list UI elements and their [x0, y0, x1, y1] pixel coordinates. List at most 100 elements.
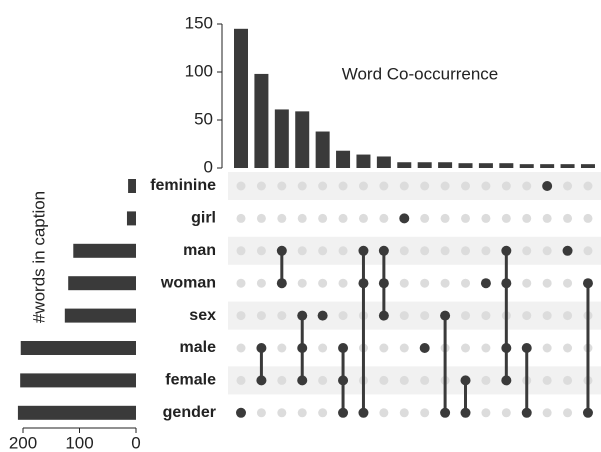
member-dot — [582, 407, 593, 418]
inactive-dot — [399, 375, 409, 385]
inactive-dot — [236, 213, 246, 223]
inactive-dot — [318, 213, 328, 223]
inactive-dot — [501, 213, 511, 223]
member-dot — [460, 375, 471, 386]
member-dot — [501, 375, 512, 386]
inactive-dot — [399, 181, 409, 191]
member-dot — [256, 343, 267, 353]
inactive-dot — [563, 181, 573, 191]
member-dot — [276, 278, 287, 289]
inactive-dot — [522, 181, 532, 191]
inactive-dot — [256, 246, 266, 256]
inactive-dot — [256, 408, 266, 418]
set-bar — [20, 373, 136, 388]
member-dot — [297, 310, 308, 321]
inactive-dot — [297, 278, 307, 288]
inactive-dot — [481, 408, 491, 418]
inactive-dot — [563, 278, 573, 288]
inactive-dot — [563, 343, 573, 353]
member-dot — [378, 245, 389, 256]
x-tick-label: 200 — [9, 433, 37, 452]
intersection-bar — [234, 28, 248, 168]
intersection-bar — [295, 111, 310, 168]
inactive-dot — [379, 213, 389, 223]
member-dot — [582, 278, 593, 289]
inactive-dot — [399, 278, 409, 288]
inactive-dot — [318, 343, 328, 353]
inactive-dot — [420, 213, 430, 223]
inactive-dot — [277, 343, 287, 353]
inactive-dot — [583, 181, 593, 191]
set-bar — [17, 405, 136, 420]
intersection-bar — [519, 164, 534, 168]
inactive-dot — [277, 181, 287, 191]
inactive-dot — [379, 181, 389, 191]
intersection-bar — [417, 162, 432, 168]
inactive-dot — [297, 181, 307, 191]
inactive-dot — [522, 278, 532, 288]
inactive-dot — [318, 246, 328, 256]
inactive-dot — [461, 311, 471, 321]
inactive-dot — [542, 278, 552, 288]
set-label: feminine — [150, 177, 216, 194]
inactive-dot — [338, 246, 348, 256]
member-dot — [378, 310, 389, 321]
inactive-dot — [563, 375, 573, 385]
inactive-dot — [583, 213, 593, 223]
member-dot — [317, 310, 328, 321]
inactive-dot — [420, 408, 430, 418]
inactive-dot — [399, 408, 409, 418]
inactive-dot — [440, 181, 450, 191]
y-tick-label: 0 — [204, 157, 213, 176]
inactive-dot — [461, 343, 471, 353]
inactive-dot — [440, 213, 450, 223]
x-tick-label: 0 — [131, 433, 140, 452]
intersection-bar — [478, 163, 493, 168]
set-bar — [126, 211, 136, 226]
inactive-dot — [440, 246, 450, 256]
inactive-dot — [420, 181, 430, 191]
inactive-dot — [461, 246, 471, 256]
inactive-dot — [236, 246, 246, 256]
member-dot — [399, 213, 410, 224]
inactive-dot — [358, 213, 368, 223]
inactive-dot — [481, 213, 491, 223]
intersection-bar — [438, 162, 453, 168]
inactive-dot — [277, 408, 287, 418]
inactive-dot — [277, 375, 287, 385]
inactive-dot — [583, 246, 593, 256]
inactive-dot — [318, 278, 328, 288]
set-axis-label: #words in caption — [29, 191, 48, 323]
y-tick-label: 50 — [194, 109, 213, 128]
inactive-dot — [318, 408, 328, 418]
intersection-bar — [560, 164, 575, 168]
intersection-bar — [376, 156, 391, 168]
inactive-dot — [277, 311, 287, 321]
inactive-dot — [236, 181, 246, 191]
inactive-dot — [461, 278, 471, 288]
y-tick-label: 100 — [185, 61, 213, 80]
member-dot — [276, 245, 287, 256]
member-dot — [440, 407, 451, 418]
member-dot — [460, 407, 471, 418]
member-dot — [440, 310, 451, 321]
inactive-dot — [563, 213, 573, 223]
inactive-dot — [481, 375, 491, 385]
set-label: female — [165, 372, 216, 389]
inactive-dot — [420, 246, 430, 256]
inactive-dot — [542, 311, 552, 321]
row-band — [228, 172, 601, 200]
member-dot — [480, 278, 491, 289]
set-label: man — [183, 242, 216, 259]
set-bar — [73, 243, 136, 258]
inactive-dot — [236, 375, 246, 385]
intersection-bar — [540, 164, 555, 168]
inactive-dot — [563, 408, 573, 418]
inactive-dot — [461, 181, 471, 191]
inactive-dot — [522, 213, 532, 223]
inactive-dot — [481, 343, 491, 353]
intersection-bar — [397, 162, 412, 168]
intersection-bar — [458, 163, 473, 168]
inactive-dot — [318, 375, 328, 385]
member-dot — [338, 343, 349, 353]
